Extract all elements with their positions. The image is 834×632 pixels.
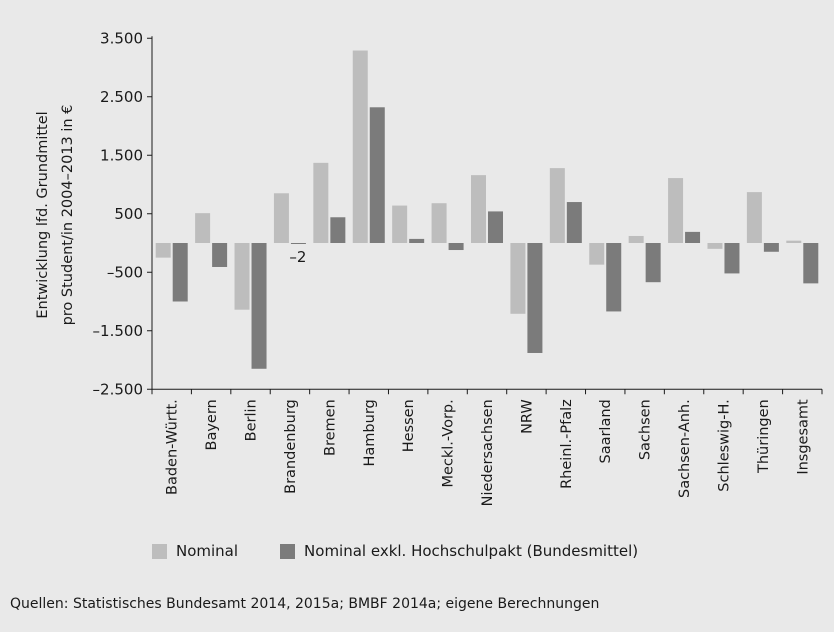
legend-swatch-nominal-exkl xyxy=(280,543,296,559)
bar-nominal-exkl xyxy=(606,243,622,312)
bar-nominal xyxy=(668,178,684,243)
bar-nominal xyxy=(273,193,289,243)
bar-nominal xyxy=(155,243,171,258)
bar-nominal xyxy=(510,243,526,314)
category-label: Thüringen xyxy=(756,399,772,474)
bar-nominal xyxy=(352,50,368,243)
bar-nominal xyxy=(786,240,802,243)
bar-nominal xyxy=(471,175,486,243)
bar-nominal-exkl xyxy=(803,243,819,284)
bar-nominal xyxy=(589,243,605,265)
category-label: Bayern xyxy=(204,399,220,450)
category-label: Schleswig-H. xyxy=(716,399,732,491)
category-label: Rheinl.-Pfalz xyxy=(559,399,575,489)
bar-nominal-exkl xyxy=(763,243,779,252)
bar-nominal-exkl xyxy=(448,243,464,251)
bar-nominal xyxy=(431,203,447,243)
bar-nominal-exkl xyxy=(369,107,385,243)
category-label: Sachsen-Anh. xyxy=(677,399,693,498)
bar-nominal-exkl xyxy=(212,243,228,267)
bar-nominal-exkl xyxy=(251,243,267,369)
category-label: Baden-Württ. xyxy=(165,399,181,495)
category-label: Hessen xyxy=(401,399,417,452)
category-label: Sachsen xyxy=(638,399,654,460)
y-tick-label: –1.500 xyxy=(93,322,143,340)
y-tick-label: 500 xyxy=(114,205,143,223)
category-label: Bremen xyxy=(322,399,338,456)
bar-nominal xyxy=(392,205,408,243)
category-label: Meckl.-Vorp. xyxy=(441,399,457,487)
category-label: Insgesamt xyxy=(795,399,811,475)
legend-label-nominal: Nominal xyxy=(176,542,239,560)
category-label: Saarland xyxy=(598,399,614,463)
bar-nominal xyxy=(195,213,211,243)
legend-label-nominal-exkl: Nominal exkl. Hochschulpakt (Bundesmitte… xyxy=(304,542,639,560)
bar-nominal xyxy=(746,192,762,243)
bar-nominal-exkl xyxy=(527,243,543,353)
bar-nominal xyxy=(707,243,723,249)
category-label: Niedersachsen xyxy=(480,399,496,506)
bar-nominal-exkl xyxy=(409,238,425,243)
source-note: Quellen: Statistisches Bundesamt 2014, 2… xyxy=(10,596,600,612)
category-label: Hamburg xyxy=(362,399,378,466)
bar-nominal-exkl xyxy=(330,217,346,243)
category-label: NRW xyxy=(519,399,535,434)
legend-item-nominal: Nominal xyxy=(152,542,238,560)
bar-nominal xyxy=(234,243,250,310)
bar-nominal xyxy=(628,235,644,243)
legend-swatch-nominal xyxy=(152,543,167,559)
category-label: Berlin xyxy=(244,399,260,441)
legend-item-nominal-exkl: Nominal exkl. Hochschulpakt (Bundesmitte… xyxy=(280,542,638,560)
bar-nominal-exkl xyxy=(172,243,188,302)
y-tick-label: –500 xyxy=(107,263,143,281)
bar-nominal-exkl xyxy=(488,211,503,243)
bar-nominal xyxy=(313,162,329,243)
data-label: –2 xyxy=(289,248,306,266)
category-label: Brandenburg xyxy=(283,399,299,494)
y-axis-label: Entwicklung lfd. Grundmittel xyxy=(35,111,51,318)
bar-nominal-exkl xyxy=(645,243,661,283)
y-tick-label: 1.500 xyxy=(100,146,143,164)
y-tick-label: 2.500 xyxy=(100,88,143,106)
bar-nominal-exkl xyxy=(685,231,701,243)
y-axis-label: pro Student/in 2004–2013 in € xyxy=(60,105,76,326)
bar-nominal-exkl xyxy=(724,243,740,274)
bar-nominal-exkl xyxy=(566,202,582,243)
y-tick-label: 3.500 xyxy=(100,29,143,47)
bar-nominal-exkl xyxy=(290,243,306,244)
y-tick-label: –2.500 xyxy=(93,380,143,398)
bar-nominal xyxy=(549,168,565,243)
legend: Nominal Nominal exkl. Hochschulpakt (Bun… xyxy=(152,540,680,562)
